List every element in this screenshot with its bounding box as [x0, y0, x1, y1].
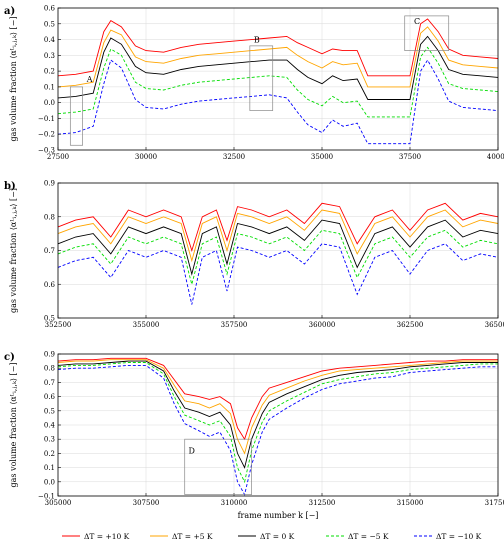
x-tick-label: 357500: [221, 321, 248, 329]
annotation-label: D: [189, 446, 195, 455]
x-tick-label: 40000: [487, 153, 504, 161]
panel-2: 352500 355000 357500 360000 362500 365000 0.5 0…: [4, 180, 504, 330]
x-tick-label: 27500: [47, 153, 69, 161]
y-tick-label: −0.3: [38, 147, 55, 155]
legend-label: ΔT = +5 K: [172, 532, 213, 541]
x-tick-label: 365000: [485, 321, 504, 329]
legend-label: ΔT = +10 K: [84, 532, 130, 541]
panel-label: a): [4, 6, 15, 17]
x-tick-label: 37500: [399, 153, 421, 161]
y-tick-label: −0.1: [38, 493, 55, 501]
x-tick-label: 35000: [311, 153, 333, 161]
y-axis-title: gas volume fraction ⟨αᴸᵢ,ⱼ,ₖ⟩ [−]: [9, 188, 18, 313]
y-tick-label: 0.0: [44, 478, 55, 486]
y-tick-label: 0.8: [44, 213, 55, 221]
y-tick-label: 0.7: [44, 247, 55, 255]
series-line-4: [57, 229, 499, 287]
y-axis-title: gas volume fraction ⟨αᴸᵢ,ⱼ,ₖ⟩ [−]: [9, 17, 18, 142]
series-line-1: [57, 202, 499, 253]
y-tick-label: 0.3: [44, 52, 55, 60]
y-tick-label: 0.1: [44, 83, 55, 91]
series-line-3: [57, 35, 499, 100]
x-tick-label: 32500: [223, 153, 245, 161]
x-tick-label: 315000: [397, 499, 424, 507]
y-tick-label: 0.7: [44, 379, 55, 387]
legend: ΔT = +10 K ΔT = +5 K ΔT = 0 K ΔT = −5 K ΔT =…: [62, 532, 482, 541]
series-line-4: [57, 46, 499, 118]
x-tick-label: 317500: [485, 499, 504, 507]
panel-1: 27500 30000 32500 35000 37500 40000 −0.3 −0.2 −0…: [4, 5, 504, 162]
series-line-2: [57, 209, 499, 263]
y-tick-label: 0.4: [44, 36, 56, 44]
series-line-5: [57, 243, 499, 305]
x-tick-label: 307500: [133, 499, 160, 507]
plot-frame: [57, 7, 499, 151]
y-tick-label: 0.3: [44, 436, 55, 444]
x-tick-label: 352500: [45, 321, 72, 329]
y-tick-label: 0.6: [44, 5, 56, 13]
series-line-4: [57, 362, 498, 484]
series-line-5: [57, 59, 499, 145]
y-axis-title: gas volume fraction ⟨αᴸᵢ,ⱼ,ₖ⟩ [−]: [9, 363, 18, 488]
annotation-label: C: [414, 17, 420, 26]
x-tick-label: 355000: [133, 321, 160, 329]
y-tick-label: 0.6: [44, 393, 56, 401]
annotation-label: B: [254, 36, 260, 45]
y-tick-label: −0.2: [38, 131, 55, 139]
y-tick-label: 0.9: [44, 180, 55, 188]
y-tick-label: 0.2: [44, 68, 55, 76]
x-tick-label: 312500: [309, 499, 336, 507]
series-line-2: [57, 26, 499, 88]
y-tick-label: 0.4: [44, 422, 56, 430]
y-tick-label: 0.8: [44, 365, 55, 373]
annotation-box: [249, 45, 274, 111]
series-line-1: [57, 357, 498, 441]
panel-label: b): [4, 181, 16, 192]
panel-label: c): [4, 352, 15, 363]
series-line-3: [57, 219, 499, 276]
annotation-box: [69, 86, 83, 146]
x-tick-label: 362500: [397, 321, 424, 329]
legend-label: ΔT = 0 K: [260, 532, 295, 541]
series-line-2: [57, 359, 498, 455]
y-tick-label: 0.5: [44, 315, 55, 323]
x-tick-label: 310000: [221, 499, 248, 507]
y-tick-label: 0.0: [44, 99, 55, 107]
y-tick-label: 0.9: [44, 351, 55, 359]
annotation-label: A: [86, 75, 93, 84]
series-line-1: [57, 18, 499, 77]
series-line-3: [57, 360, 498, 469]
panel-3: 305000 307500 310000 312500 315000 317500 −0.1…: [4, 351, 504, 508]
legend-label: ΔT = −10 K: [436, 532, 482, 541]
y-tick-label: 0.1: [44, 464, 55, 472]
y-tick-label: 0.5: [44, 407, 55, 415]
x-tick-label: 360000: [309, 321, 336, 329]
legend-label: ΔT = −5 K: [348, 532, 389, 541]
y-tick-label: 0.6: [44, 281, 56, 289]
x-tick-label: 30000: [135, 153, 157, 161]
x-tick-label: 305000: [45, 499, 72, 507]
y-tick-label: 0.2: [44, 450, 55, 458]
y-tick-label: −0.1: [38, 115, 55, 123]
annotation-box: [404, 15, 450, 51]
annotation-box: [184, 438, 252, 495]
y-tick-label: 0.5: [44, 20, 55, 28]
x-axis-title: frame number k [−]: [238, 511, 319, 520]
